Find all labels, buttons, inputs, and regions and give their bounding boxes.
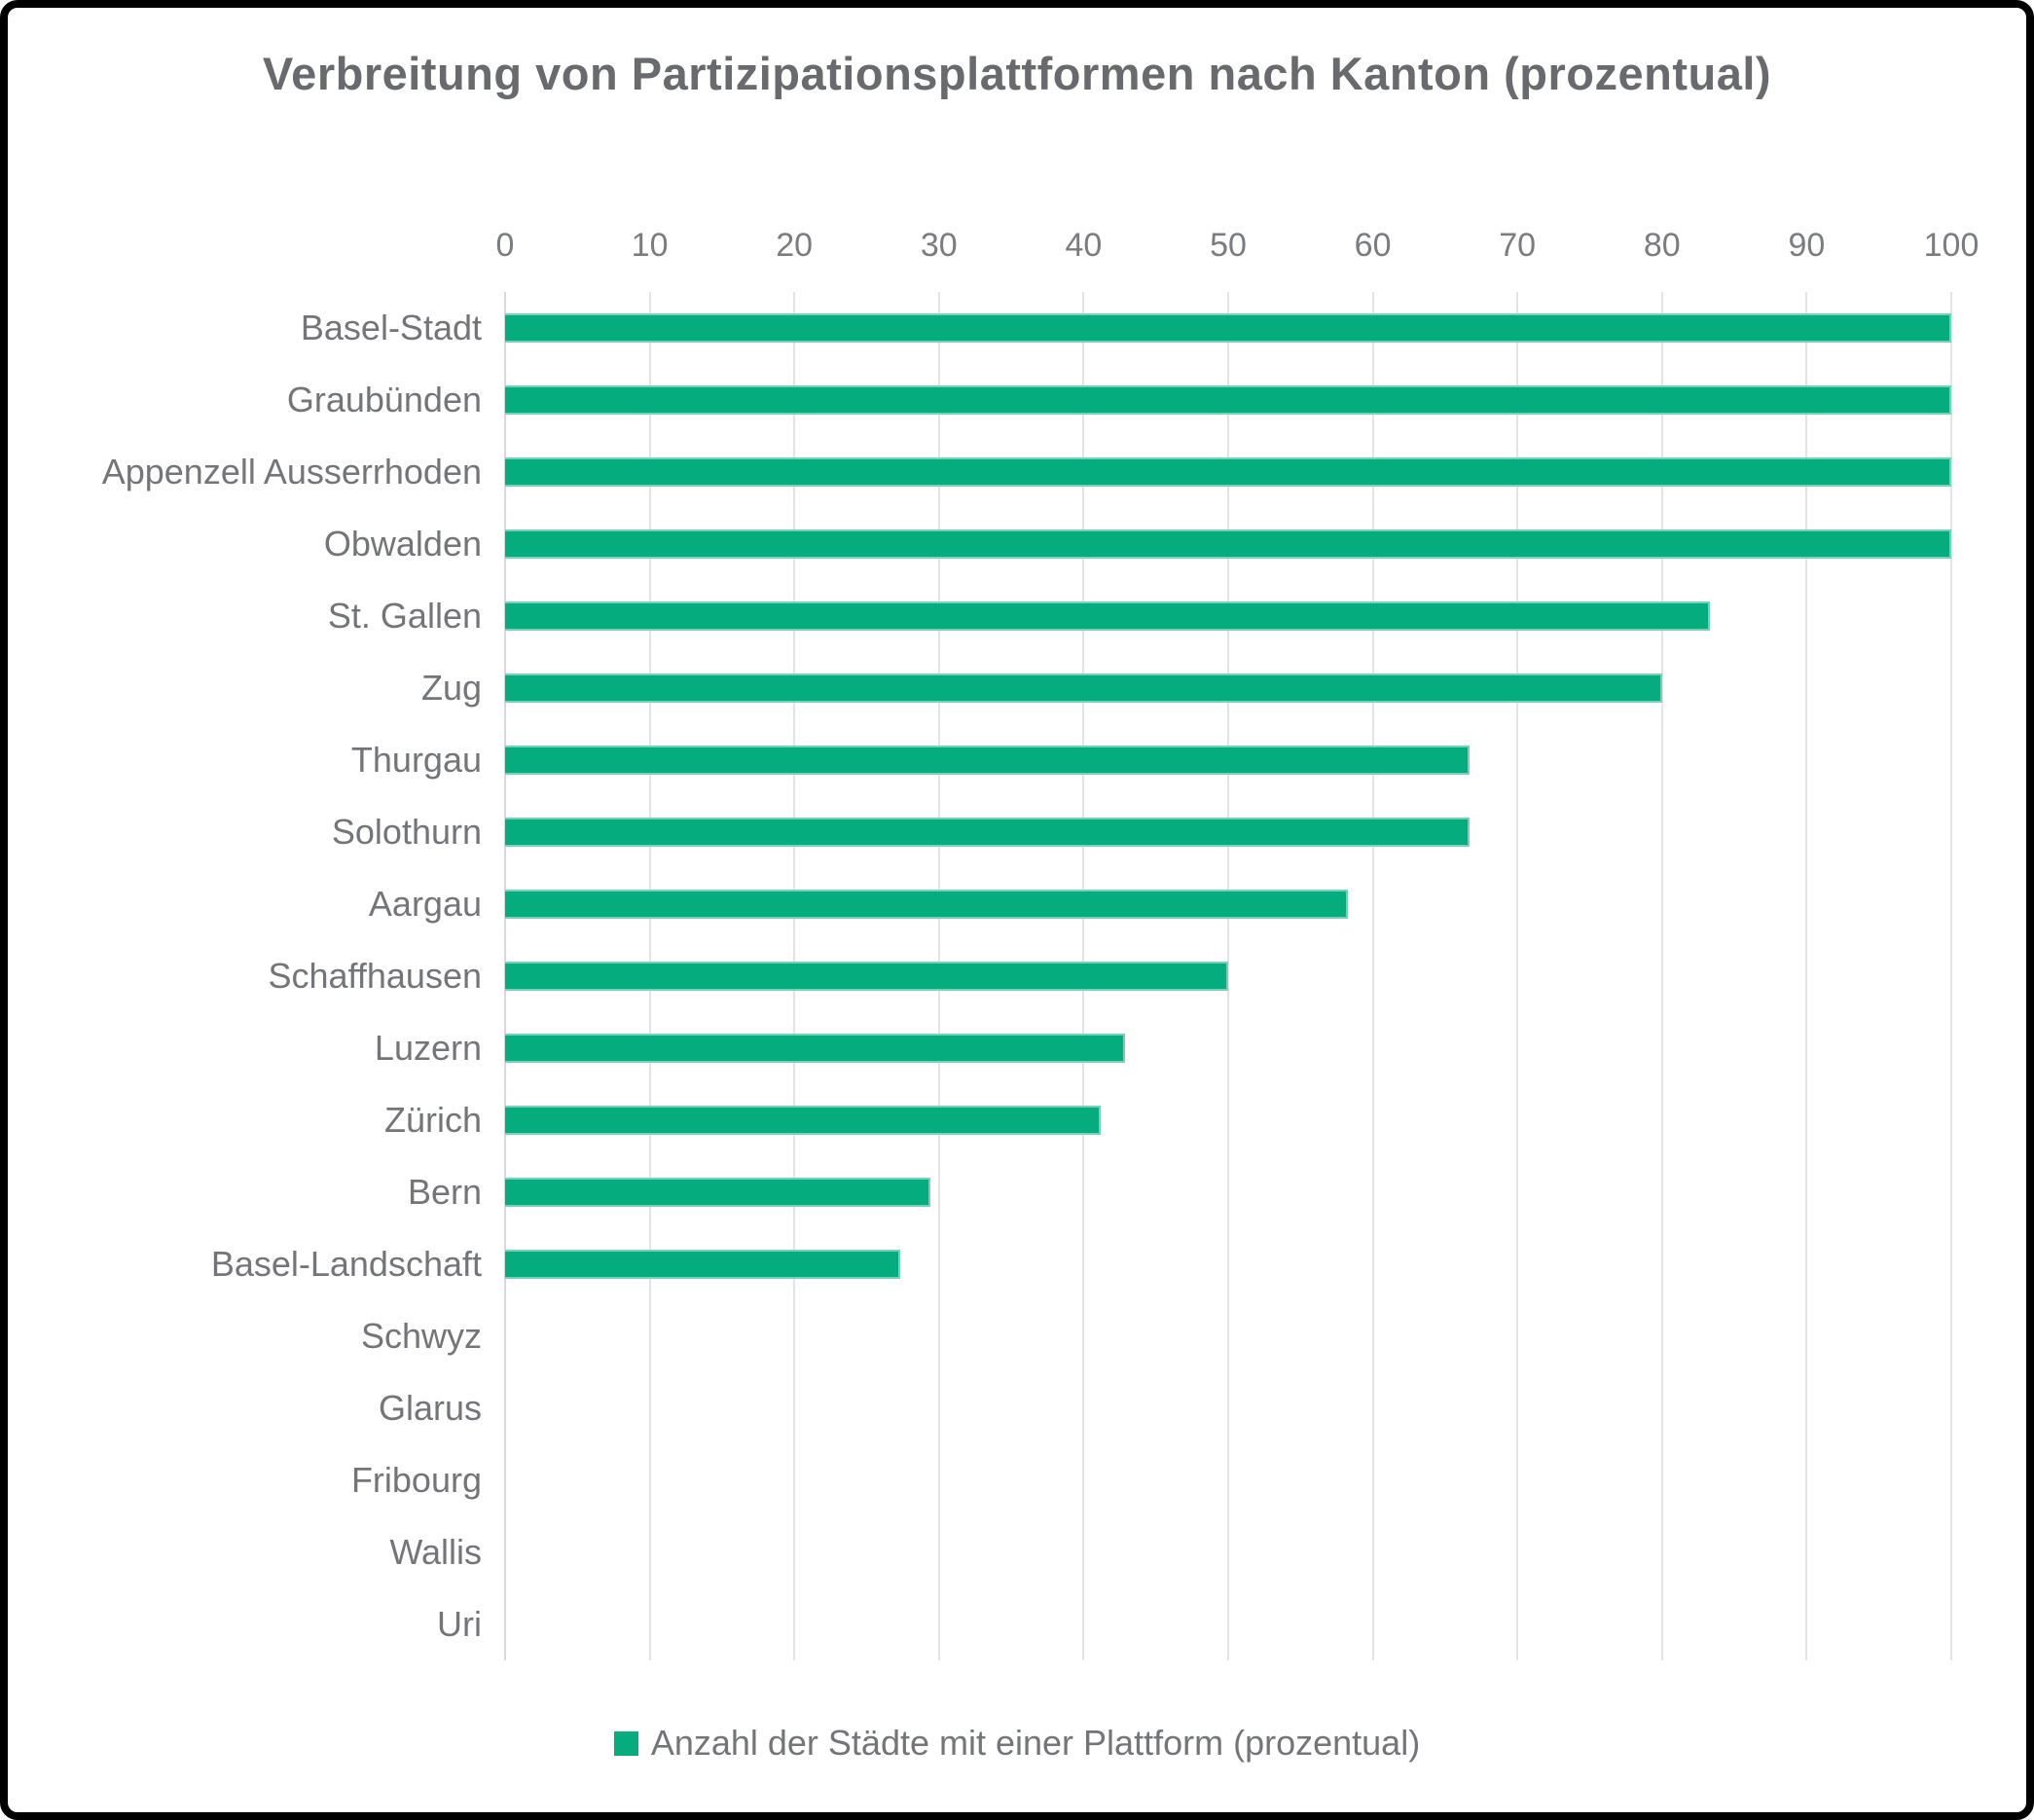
category-label: Solothurn — [331, 812, 482, 852]
bar — [505, 818, 1471, 847]
category-label: Luzern — [374, 1028, 482, 1068]
gridline — [1950, 292, 1952, 1660]
x-tick-label: 50 — [1210, 227, 1247, 264]
bar — [505, 529, 1951, 559]
bar-row — [505, 1012, 1951, 1084]
category-label: Obwalden — [323, 524, 482, 564]
bar-row — [505, 580, 1951, 652]
bar — [505, 313, 1951, 343]
x-tick-label: 20 — [776, 227, 814, 264]
bar-row — [505, 1084, 1951, 1156]
category-label: St. Gallen — [327, 596, 482, 636]
category-label: Aargau — [368, 884, 482, 924]
bar — [505, 1250, 900, 1279]
bar — [505, 1106, 1102, 1135]
x-tick-label: 100 — [1923, 227, 1980, 264]
category-label: Graubünden — [286, 380, 482, 419]
x-tick-label: 80 — [1643, 227, 1681, 264]
gridline — [1371, 292, 1374, 1660]
category-label: Basel-Landschaft — [210, 1244, 482, 1284]
category-label: Appenzell Ausserrhoden — [101, 452, 482, 491]
x-tick-label: 70 — [1499, 227, 1537, 264]
bar — [505, 385, 1951, 415]
category-label: Wallis — [389, 1532, 482, 1572]
gridline — [1516, 292, 1519, 1660]
x-tick-label: 90 — [1788, 227, 1826, 264]
bar-row — [505, 652, 1951, 724]
gridline — [1227, 292, 1229, 1660]
bar-row — [505, 1588, 1951, 1660]
legend-marker-icon — [613, 1730, 638, 1756]
chart-title: Verbreitung von Partizipationsplattforme… — [262, 48, 1772, 99]
bar-row — [505, 724, 1951, 796]
bar — [505, 1178, 930, 1207]
category-label: Zürich — [383, 1100, 482, 1140]
bar-rows — [505, 292, 1951, 1660]
category-labels: Basel-Stadt Graubünden Appenzell Ausserrho… — [8, 292, 499, 1660]
x-tick-label: 40 — [1065, 227, 1103, 264]
bar-row — [505, 1444, 1951, 1516]
category-label: Schaffhausen — [268, 956, 482, 996]
bar-row — [505, 1300, 1951, 1372]
x-tick-label: 60 — [1354, 227, 1392, 264]
bar — [505, 673, 1662, 703]
bar-row — [505, 1228, 1951, 1300]
bar — [505, 746, 1471, 775]
gridline — [1805, 292, 1808, 1660]
bar-row — [505, 1156, 1951, 1228]
bar-row — [505, 508, 1951, 580]
bar-row — [505, 364, 1951, 436]
x-axis: 0 10 20 30 40 50 60 70 80 90 100 — [496, 220, 1980, 265]
plot-area — [504, 292, 1952, 1660]
bar — [505, 1034, 1126, 1063]
legend-label: Anzahl der Städte mit einer Plattform (p… — [650, 1723, 1421, 1763]
bar-row — [505, 436, 1951, 508]
bar-row — [505, 292, 1951, 364]
bar-row — [505, 940, 1951, 1012]
bar — [505, 962, 1228, 991]
category-label: Fribourg — [350, 1460, 482, 1500]
bar — [505, 457, 1951, 487]
category-label: Schwyz — [360, 1316, 482, 1356]
category-label: Glarus — [378, 1388, 482, 1428]
x-tick-label: 0 — [495, 227, 515, 264]
category-label: Uri — [437, 1604, 482, 1644]
x-tick-label: 10 — [631, 227, 669, 264]
bar-row — [505, 1516, 1951, 1588]
bar-row — [505, 796, 1951, 868]
legend: Anzahl der Städte mit einer Plattform (p… — [8, 1723, 2026, 1764]
x-tick-label: 30 — [920, 227, 958, 264]
bar-row — [505, 868, 1951, 940]
category-label: Zug — [420, 668, 482, 708]
gridline — [1660, 292, 1663, 1660]
category-label: Bern — [407, 1172, 482, 1212]
category-label: Thurgau — [350, 740, 482, 780]
category-label: Basel-Stadt — [300, 308, 482, 347]
bar — [505, 601, 1710, 631]
bar-row — [505, 1372, 1951, 1444]
bar — [505, 890, 1349, 919]
